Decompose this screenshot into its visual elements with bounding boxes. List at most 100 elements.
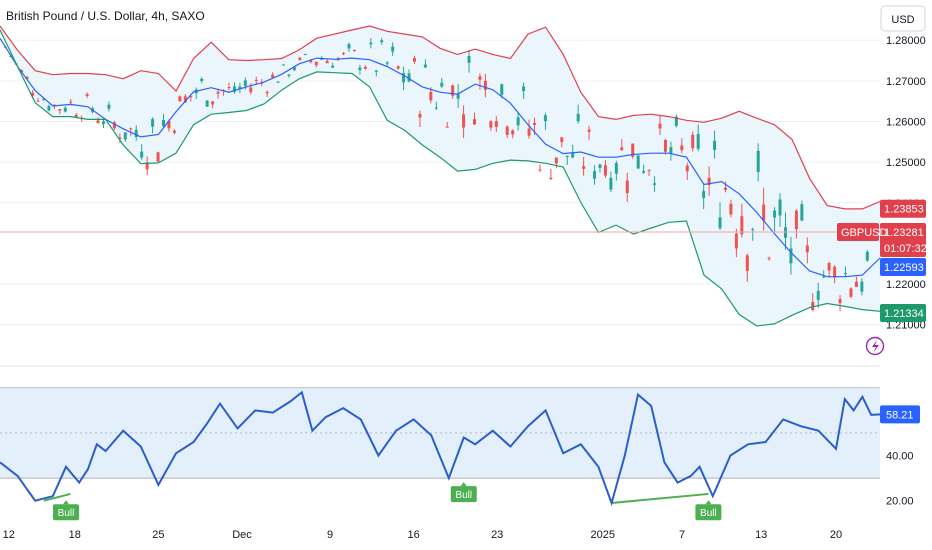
price-axis[interactable]: 1.280001.270001.260001.250001.240001.220…: [837, 35, 927, 332]
candle-body: [860, 281, 864, 292]
candle-body: [331, 65, 335, 68]
candle-body: [36, 100, 40, 102]
candle-body: [729, 203, 733, 215]
time-axis[interactable]: 12 18 25 Dec 9 16 23 2025 7 13 20: [3, 529, 842, 541]
time-axis-label: 18: [69, 529, 81, 541]
candle-body: [483, 80, 487, 90]
currency-button-box[interactable]: [880, 5, 926, 32]
candle-body: [816, 290, 820, 300]
candle-body: [47, 106, 51, 111]
candle-body: [494, 121, 498, 127]
candle-body: [396, 66, 400, 69]
currency-button-label[interactable]: USD: [891, 14, 914, 26]
candle-body: [314, 61, 318, 66]
time-axis-label: 2025: [591, 529, 615, 541]
price-tick-label: 1.21000: [886, 320, 926, 332]
divergence-line: [611, 492, 709, 504]
candle-body: [576, 113, 580, 122]
candles: [3, 37, 869, 312]
time-axis-label: 12: [3, 529, 15, 541]
price-tick-label: 1.25000: [886, 157, 926, 169]
candle-body: [472, 119, 476, 125]
candle-body: [123, 132, 127, 140]
time-axis-label: 20: [830, 529, 842, 541]
candle-body: [854, 281, 858, 287]
candle-body: [669, 147, 673, 154]
candle-body: [549, 177, 553, 180]
candle-body: [696, 133, 700, 149]
candle-body: [538, 169, 542, 171]
candle-body: [571, 152, 575, 158]
rsi-value-tag-label: 58.21: [886, 409, 914, 421]
currency-button[interactable]: USD: [880, 5, 926, 32]
rsi-tick-labels: 40.00 20.00: [886, 451, 914, 508]
candle-body: [407, 73, 411, 82]
candle-body: [303, 54, 307, 56]
candle-body: [402, 73, 406, 83]
candle-body: [707, 177, 711, 186]
candle-body: [200, 78, 204, 81]
price-tag-label: 1.23281: [884, 227, 924, 239]
lightning-icon[interactable]: [865, 336, 885, 356]
price-tag-box: [880, 223, 926, 257]
upper-band-line: [0, 25, 881, 210]
candle-body: [811, 301, 815, 310]
candle-body: [822, 276, 826, 278]
candle-body: [636, 155, 640, 169]
candle-body: [718, 217, 722, 229]
candle-body: [614, 162, 618, 174]
price-pane[interactable]: [0, 25, 881, 327]
candle-body: [713, 140, 717, 150]
candle-body: [434, 107, 438, 109]
price-tag-box: [880, 199, 926, 218]
bull-marker-pointer: [460, 482, 467, 487]
candle-body: [309, 60, 313, 63]
rsi-divergence-lines: [43, 492, 709, 504]
bollinger-band-fill: [0, 26, 880, 326]
candle-body: [282, 64, 286, 66]
bull-marker-label: Bull: [58, 508, 75, 519]
candle-body: [756, 150, 760, 172]
candle-body: [533, 122, 537, 125]
candle-body: [418, 114, 422, 118]
price-tick-label: 1.26000: [886, 116, 926, 128]
candle-body: [505, 126, 509, 135]
candle-body: [582, 166, 586, 169]
candle-body: [96, 120, 100, 124]
candle-body: [865, 251, 869, 261]
candle-body: [631, 143, 635, 157]
candle-body: [740, 216, 744, 235]
candle-body: [211, 101, 215, 105]
candle-body: [440, 82, 444, 87]
candle-body: [445, 126, 449, 128]
bull-marker-box: [450, 486, 477, 503]
candle-body: [243, 80, 247, 86]
candle-body: [511, 130, 515, 135]
candle-body: [598, 164, 602, 168]
candle-body: [287, 74, 291, 76]
candle-body: [58, 109, 62, 111]
candle-body: [838, 298, 842, 304]
middle-band-line: [0, 37, 881, 278]
candle-body: [385, 62, 389, 64]
rsi-value-tag: 58.21: [880, 405, 920, 424]
bull-marker-box: [695, 504, 722, 521]
candle-body: [216, 91, 220, 94]
candle-body: [734, 233, 738, 249]
candle-body: [794, 210, 798, 230]
candle-body: [412, 58, 416, 62]
candle-body: [178, 96, 182, 102]
candle-body: [129, 128, 133, 130]
candle-body: [773, 210, 777, 218]
rsi-pane[interactable]: Bull Bull Bull 40.00 20.00 58.21: [0, 387, 920, 521]
candle-body: [254, 79, 258, 82]
candle-body: [162, 119, 166, 127]
candle-body: [347, 44, 351, 49]
candle-body: [140, 151, 144, 158]
candle-body: [620, 147, 624, 151]
candle-body: [778, 199, 782, 216]
bull-marker-label: Bull: [455, 490, 472, 501]
candle-body: [478, 76, 482, 80]
time-axis-label: 13: [755, 529, 767, 541]
candle-body: [31, 92, 35, 96]
